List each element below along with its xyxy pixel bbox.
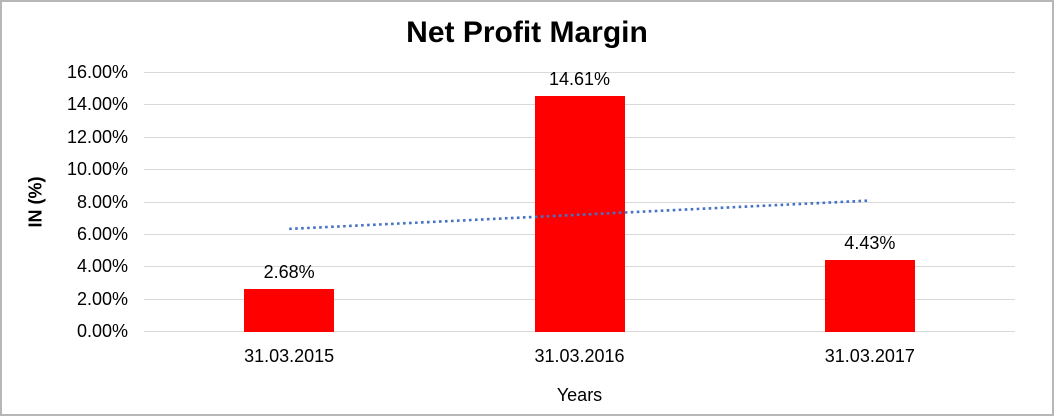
y-tick-label: 2.00% <box>76 288 128 309</box>
y-axis-tick-labels: 0.00% 2.00% 4.00% 6.00% 8.00% 10.00% 12.00% 14.… <box>2 62 134 341</box>
bar-31.03.2016 <box>534 95 625 332</box>
y-tick-label: 0.00% <box>76 321 128 341</box>
y-tick-label: 4.00% <box>76 256 128 277</box>
x-tick-label: 31.03.2015 <box>244 346 335 366</box>
x-tick-label: 31.03.2017 <box>824 346 915 366</box>
bar-data-label: 14.61% <box>548 68 611 89</box>
bar-data-label: 2.68% <box>263 261 315 282</box>
gridline <box>144 72 1015 73</box>
chart-title: Net Profit Margin <box>406 16 648 49</box>
bar-data-label: 4.43% <box>844 233 896 254</box>
y-tick-label: 16.00% <box>66 62 128 82</box>
x-tick-label: 31.03.2016 <box>534 346 625 366</box>
y-tick-label: 14.00% <box>66 94 128 115</box>
x-axis-title: Years <box>556 385 603 405</box>
bar-31.03.2015 <box>244 288 335 332</box>
y-tick-label: 12.00% <box>66 126 128 147</box>
y-tick-label: 6.00% <box>76 223 128 244</box>
y-tick-label: 10.00% <box>66 159 128 180</box>
bar-31.03.2017 <box>824 260 915 332</box>
y-tick-label: 8.00% <box>76 191 128 212</box>
plot-area: 2.68% 14.61% 4.43% <box>144 69 1015 332</box>
x-axis-tick-labels: 31.03.2015 31.03.2016 31.03.2017 <box>144 346 1015 368</box>
